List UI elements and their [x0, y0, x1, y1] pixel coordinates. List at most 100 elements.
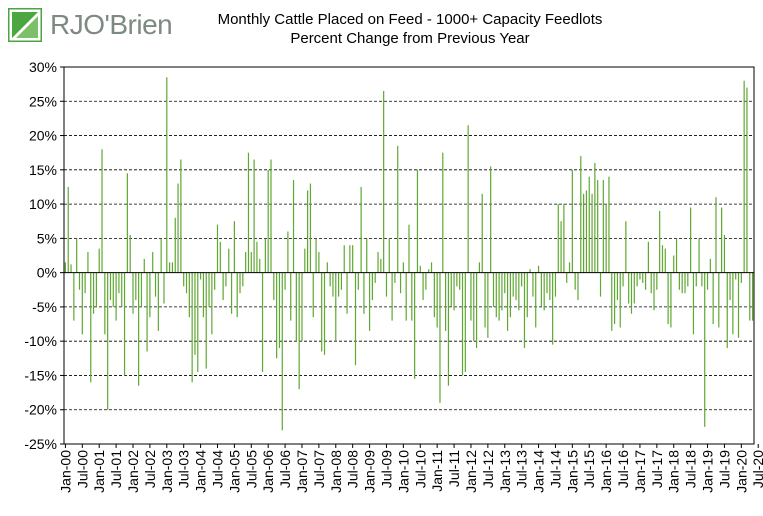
bar	[577, 272, 579, 301]
x-tick-label: Jan-03	[159, 450, 175, 493]
chart-title: Monthly Cattle Placed on Feed - 1000+ Ca…	[160, 10, 660, 48]
bar	[309, 183, 312, 273]
bar	[664, 248, 666, 273]
chart-title-line1: Monthly Cattle Placed on Feed - 1000+ Ca…	[217, 11, 603, 28]
bar	[301, 272, 303, 342]
bar	[515, 272, 517, 301]
bar	[633, 272, 635, 304]
bar	[264, 238, 266, 273]
bar	[549, 272, 551, 301]
bar	[250, 252, 252, 273]
bar	[594, 162, 596, 273]
bar	[191, 272, 193, 383]
bar	[501, 272, 503, 311]
bar	[315, 238, 317, 273]
bar	[445, 272, 447, 331]
bar	[101, 149, 103, 273]
bar	[461, 272, 464, 376]
bar	[261, 272, 264, 373]
bar	[580, 156, 582, 273]
bar	[256, 241, 258, 273]
x-tick-label: Jan-07	[294, 450, 310, 493]
x-tick-label: Jan-19	[700, 450, 716, 493]
bar	[523, 272, 526, 349]
x-tick-label: Jan-16	[598, 450, 614, 493]
bar	[349, 245, 351, 273]
bar	[391, 272, 393, 321]
bar	[154, 272, 157, 297]
bar	[233, 221, 235, 273]
bar	[681, 272, 683, 294]
y-tick-label: -10%	[24, 333, 57, 349]
bar	[399, 272, 402, 294]
bar	[230, 272, 233, 314]
bar	[385, 272, 388, 297]
bar	[478, 262, 481, 273]
x-tick-label: Jul-05	[243, 450, 259, 488]
bar	[160, 238, 162, 273]
bar	[166, 77, 168, 273]
y-tick-label: -5%	[32, 299, 57, 315]
bar	[76, 238, 78, 273]
bar	[568, 262, 571, 273]
bar	[439, 272, 441, 403]
axes	[60, 66, 759, 448]
bar	[183, 272, 185, 287]
y-tick-label: 5%	[37, 230, 57, 246]
bar	[521, 272, 523, 287]
bar	[394, 272, 396, 283]
bar	[118, 272, 120, 294]
bar	[509, 272, 511, 318]
y-axis-tick-labels: 30% 25% 20% 15% 10% 5% 0% -5% -10% -15% -20% -25%	[24, 59, 57, 452]
y-tick-label: -25%	[24, 436, 57, 452]
bar	[174, 217, 176, 273]
bar	[467, 125, 469, 273]
bar	[185, 272, 188, 294]
x-tick-label: Jul-02	[142, 450, 158, 488]
bar	[557, 204, 559, 273]
bar	[543, 272, 545, 311]
bar	[414, 272, 416, 379]
bar	[695, 272, 697, 287]
bar	[481, 193, 483, 273]
bar	[566, 272, 568, 283]
bar	[163, 272, 165, 304]
bar	[284, 272, 286, 290]
x-tick-label: Jan-20	[733, 450, 749, 493]
bar	[726, 272, 728, 349]
bar	[332, 272, 334, 297]
bar	[374, 272, 376, 283]
bar	[433, 272, 435, 318]
bar	[138, 272, 140, 386]
bar	[194, 272, 196, 355]
bar	[335, 272, 337, 342]
x-tick-label: Jan-08	[328, 450, 344, 493]
bar	[453, 272, 455, 311]
bar	[560, 221, 562, 273]
bar	[245, 252, 247, 273]
bar	[95, 272, 97, 307]
bar	[402, 262, 404, 273]
bar	[749, 272, 751, 321]
bar	[236, 272, 238, 318]
bar	[247, 152, 250, 273]
bars	[64, 77, 754, 431]
bar	[354, 272, 357, 366]
bar	[659, 210, 661, 273]
bar	[602, 180, 604, 273]
bar	[687, 272, 689, 287]
y-tick-label: 0%	[37, 265, 57, 281]
bar	[436, 272, 438, 328]
bar	[712, 272, 714, 325]
bar	[152, 252, 154, 273]
bar	[228, 248, 230, 273]
bar	[428, 269, 430, 273]
bar	[422, 272, 424, 301]
rjobrien-logo: RJO'Brien	[8, 6, 173, 46]
bar	[73, 272, 75, 321]
bar	[253, 159, 255, 273]
bar	[715, 197, 717, 273]
bar	[298, 272, 300, 390]
bar	[397, 145, 399, 273]
y-tick-label: -20%	[24, 402, 57, 418]
